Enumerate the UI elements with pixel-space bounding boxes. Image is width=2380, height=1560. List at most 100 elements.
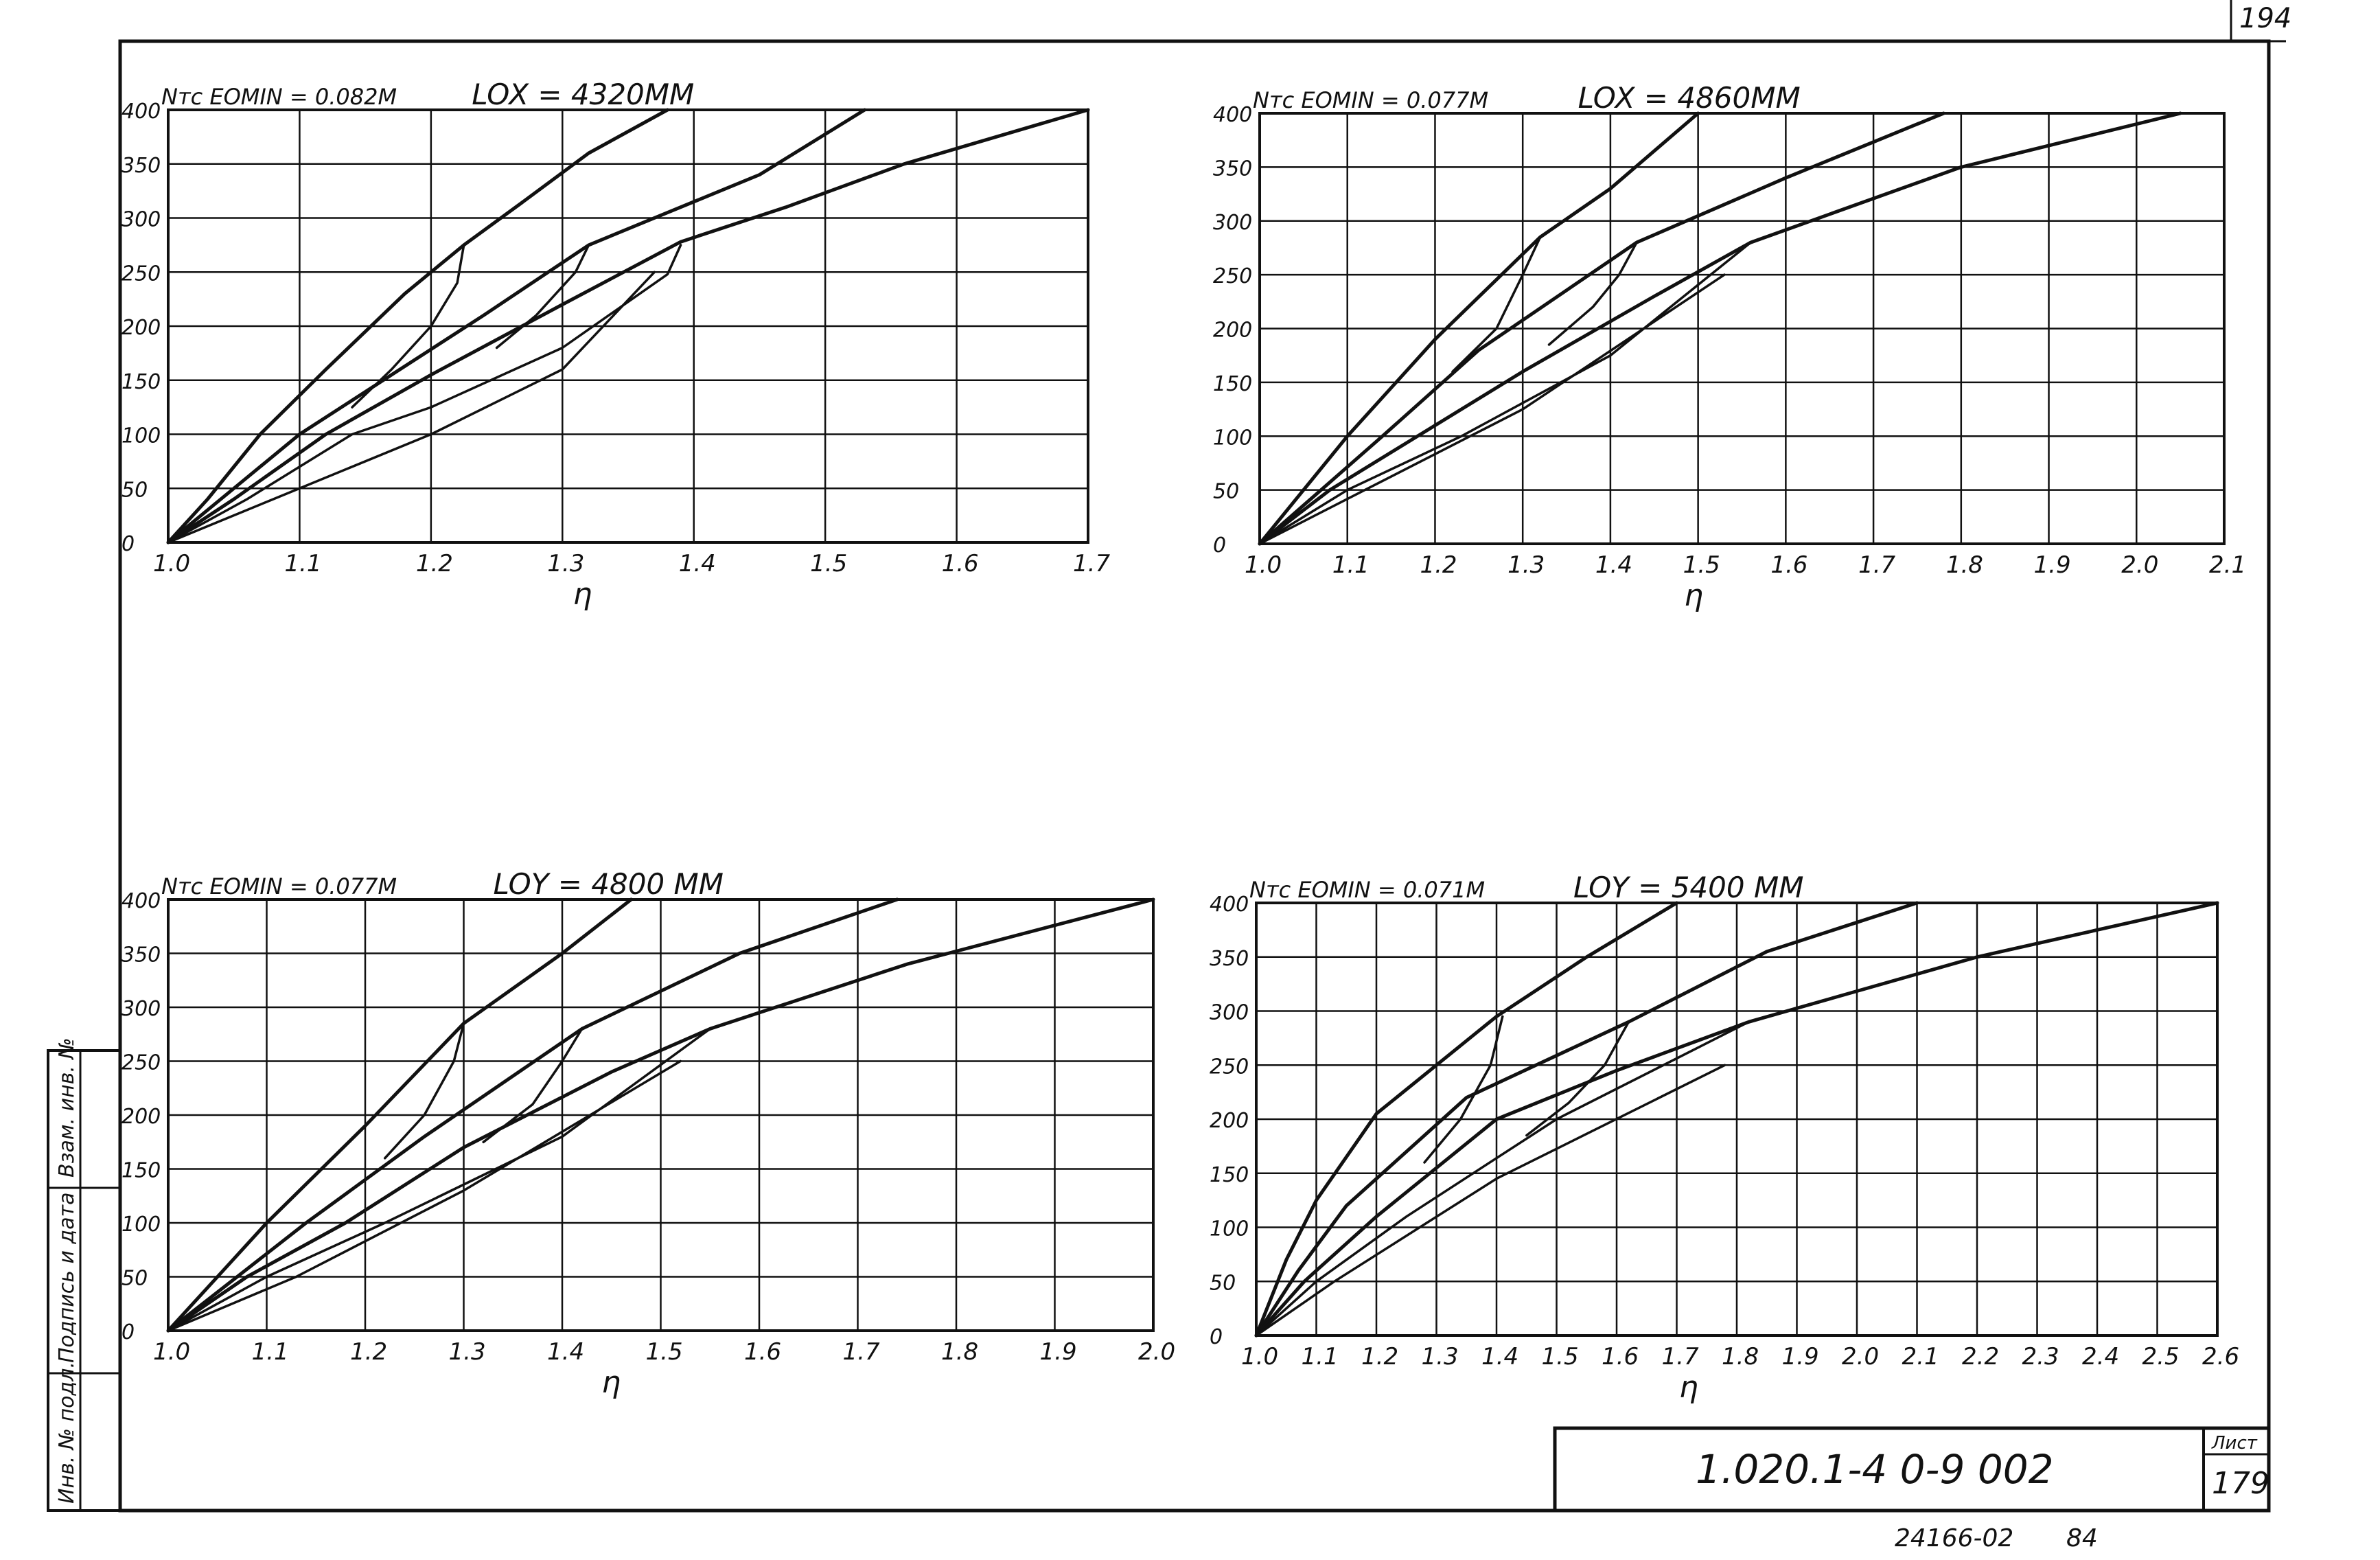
- series-line-5: [167, 1059, 682, 1332]
- sheet-label: Лист: [2211, 1433, 2258, 1454]
- chart-header-right: LOX = 4320MM: [472, 78, 694, 111]
- x-tick-label: 1.5: [646, 1338, 683, 1366]
- y-tick-label: 100: [1213, 426, 1252, 450]
- x-tick-label: 2.1: [2209, 551, 2246, 579]
- y-tick-label: 100: [122, 424, 161, 448]
- chart-header-left: Nтс EOMIN = 0.071M: [1249, 877, 1485, 903]
- binding-strip: Инв. № подл. Подпись и дата Взам. инв. №: [47, 1037, 122, 1512]
- x-tick-label: 1.2: [350, 1338, 387, 1366]
- x-tick-label: 1.2: [1420, 551, 1457, 579]
- plot-area-border: [167, 898, 1155, 1332]
- x-tick-label: 1.6: [1602, 1343, 1639, 1370]
- chart-panel-1: 1.0 1.1 1.2 1.3 1.4 1.5 1.6 1.7 0 50 100 150 200 250 3…: [122, 78, 1110, 612]
- y-tick-label: 300: [122, 208, 161, 232]
- y-tick-label: 100: [1210, 1217, 1249, 1241]
- series-line-1: [1254, 901, 1678, 1338]
- chart-panel-2: 1.0 1.1 1.2 1.3 1.4 1.5 1.6 1.7 1.8 1.9 2.0 2.1 0 50 1…: [1213, 81, 2246, 613]
- series-line-6: [351, 244, 465, 409]
- y-tick-label: 250: [1213, 264, 1252, 288]
- chart-header-right: LOY = 5400 MM: [1573, 871, 1803, 904]
- bottom-note-1: 24166-02: [1895, 1524, 2013, 1552]
- x-tick-label: 1.5: [1683, 551, 1720, 579]
- x-axis-label: η: [1684, 578, 1703, 613]
- title-block-border: [1553, 1426, 2269, 1511]
- x-tick-label: 2.1: [1902, 1343, 1939, 1370]
- side-label-signature: Подпись и дата: [55, 1193, 79, 1364]
- y-tick-label: 400: [122, 889, 161, 913]
- chart-header-right: LOX = 4860MM: [1578, 81, 1801, 115]
- y-tick-label: 400: [1210, 893, 1249, 917]
- outer-frame: [118, 39, 2271, 1513]
- series-line-5: [167, 271, 656, 544]
- x-tick-label: 2.2: [1962, 1343, 1999, 1370]
- x-tick-label: 1.2: [416, 550, 453, 577]
- series-line-5: [1258, 273, 1726, 545]
- x-tick-label: 1.5: [810, 550, 847, 577]
- y-tick-label: 250: [1210, 1055, 1249, 1079]
- title-block: 1.020.1-4 0-9 002 Лист 179: [1553, 1426, 2269, 1511]
- series-line-2: [166, 897, 899, 1333]
- x-tick-label: 1.3: [547, 550, 584, 577]
- bottom-note-2: 84: [2066, 1524, 2098, 1552]
- corner-number: 194: [2239, 3, 2291, 34]
- x-tick-label: 2.3: [2022, 1343, 2059, 1370]
- x-tick-label: 1.7: [1073, 550, 1110, 577]
- plot-area-border: [1258, 112, 2226, 545]
- x-tick-label: 1.9: [1782, 1343, 1819, 1370]
- x-tick-label: 1.1: [284, 550, 321, 577]
- y-tick-label: 100: [122, 1213, 161, 1237]
- x-tick-label: 2.0: [2121, 551, 2158, 579]
- series-line-7: [1547, 241, 1638, 346]
- x-tick-label: 1.3: [449, 1338, 486, 1366]
- y-tick-label: 200: [122, 316, 161, 340]
- series-line-6: [1423, 1015, 1504, 1164]
- x-tick-label: 1.9: [2034, 551, 2071, 579]
- y-tick-label: 300: [1210, 1001, 1249, 1025]
- x-tick-label: 2.6: [2202, 1343, 2239, 1370]
- y-tick-label: 200: [1213, 319, 1252, 343]
- y-tick-label: 50: [1210, 1271, 1236, 1295]
- y-tick-label: 200: [1210, 1109, 1249, 1133]
- x-tick-label: 1.1: [1332, 551, 1370, 579]
- plot-area-border: [167, 108, 1089, 544]
- y-tick-label: 150: [122, 1159, 161, 1183]
- series-line-2: [1254, 901, 1919, 1338]
- y-tick-label: 250: [122, 1051, 161, 1075]
- y-tick-label: 200: [122, 1105, 161, 1129]
- series-line-7: [1525, 1020, 1630, 1137]
- x-tick-label: 1.0: [153, 1338, 190, 1366]
- y-tick-label: 300: [1213, 211, 1252, 235]
- y-tick-label: 50: [1213, 480, 1239, 504]
- x-tick-label: 1.0: [153, 550, 190, 577]
- y-tick-label: 350: [1210, 947, 1249, 971]
- x-tick-label: 1.4: [679, 550, 716, 577]
- chart-header-right: LOY = 4800 MM: [494, 867, 724, 901]
- y-tick-label: 150: [1210, 1163, 1249, 1187]
- x-axis-label: η: [1679, 1370, 1698, 1405]
- x-tick-label: 1.4: [1595, 551, 1632, 579]
- y-tick-label: 0: [1213, 534, 1226, 558]
- plot-area-border: [1255, 902, 2219, 1337]
- x-tick-label: 1.6: [744, 1338, 781, 1366]
- x-tick-label: 1.8: [1946, 551, 1983, 579]
- y-tick-label: 300: [122, 997, 161, 1021]
- y-tick-label: 50: [122, 1267, 148, 1291]
- y-tick-label: 400: [122, 100, 161, 124]
- series-line-7: [482, 1027, 584, 1144]
- series-line-3: [166, 108, 1090, 544]
- x-tick-label: 1.6: [1770, 551, 1807, 579]
- x-tick-label: 1.7: [1858, 551, 1895, 579]
- x-axis-label: η: [573, 577, 592, 612]
- chart-panel-4: 1.0 1.1 1.2 1.3 1.4 1.5 1.6 1.7 1.8 1.9 2.0 2.1 2.2 2…: [1210, 871, 2239, 1405]
- x-tick-label: 1.7: [843, 1338, 880, 1366]
- side-label-replacement: Взам. инв. №: [55, 1037, 79, 1178]
- series-line-3: [1254, 901, 2219, 1338]
- x-tick-label: 1.4: [1481, 1343, 1518, 1370]
- x-axis-label: η: [601, 1365, 621, 1400]
- y-tick-label: 0: [122, 1320, 135, 1344]
- x-tick-label: 1.9: [1040, 1338, 1077, 1366]
- series-line-2: [1258, 111, 1945, 546]
- x-tick-label: 1.6: [942, 550, 979, 577]
- series-line-4: [1255, 1020, 1751, 1337]
